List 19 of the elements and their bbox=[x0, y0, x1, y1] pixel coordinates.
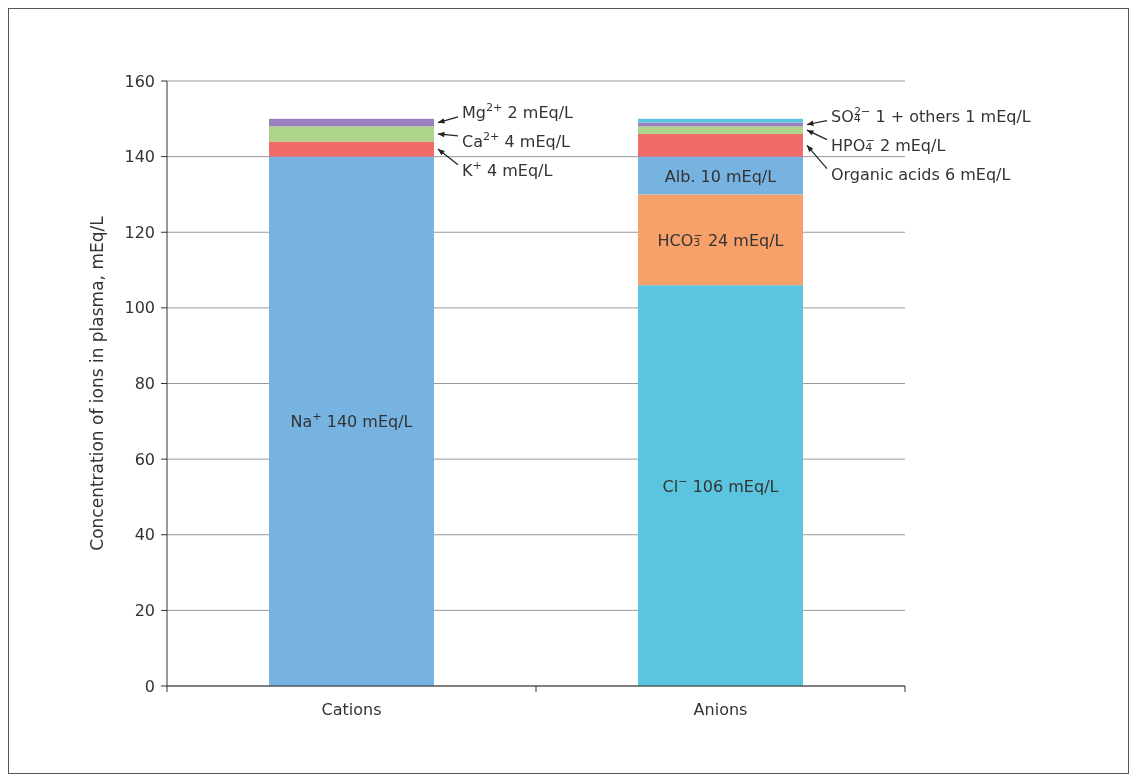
y-tick-label: 100 bbox=[124, 298, 155, 318]
y-tick-label: 60 bbox=[134, 449, 155, 469]
y-axis-title: Concentration of ions in plasma, mEq/L bbox=[87, 215, 107, 551]
series-label: K$^{+}$ 4 mEq/L bbox=[461, 158, 553, 180]
series-label: Na$^{+}$ 140 mEq/L bbox=[290, 409, 413, 431]
series-label: Organic acids 6 mEq/L bbox=[830, 164, 1011, 184]
series-label: Cl$^{−}$ 106 mEq/L bbox=[662, 474, 779, 496]
x-tick-label: Anions bbox=[693, 699, 748, 719]
y-tick-label: 80 bbox=[134, 374, 155, 393]
x-tick-label: Cations bbox=[321, 699, 382, 719]
y-tick-label: 40 bbox=[134, 525, 155, 545]
y-tick-label: 120 bbox=[124, 222, 155, 242]
series-label: Alb. 10 mEq/L bbox=[664, 166, 777, 186]
series-label: Ca$^{2+}$ 4 mEq/L bbox=[461, 129, 571, 151]
y-tick-label: 0 bbox=[144, 676, 155, 696]
series-label: Mg$^{2+}$ 2 mEq/L bbox=[461, 100, 574, 122]
y-tick-label: 160 bbox=[124, 71, 155, 91]
y-tick-label: 140 bbox=[124, 147, 155, 167]
y-tick-label: 20 bbox=[134, 600, 155, 620]
